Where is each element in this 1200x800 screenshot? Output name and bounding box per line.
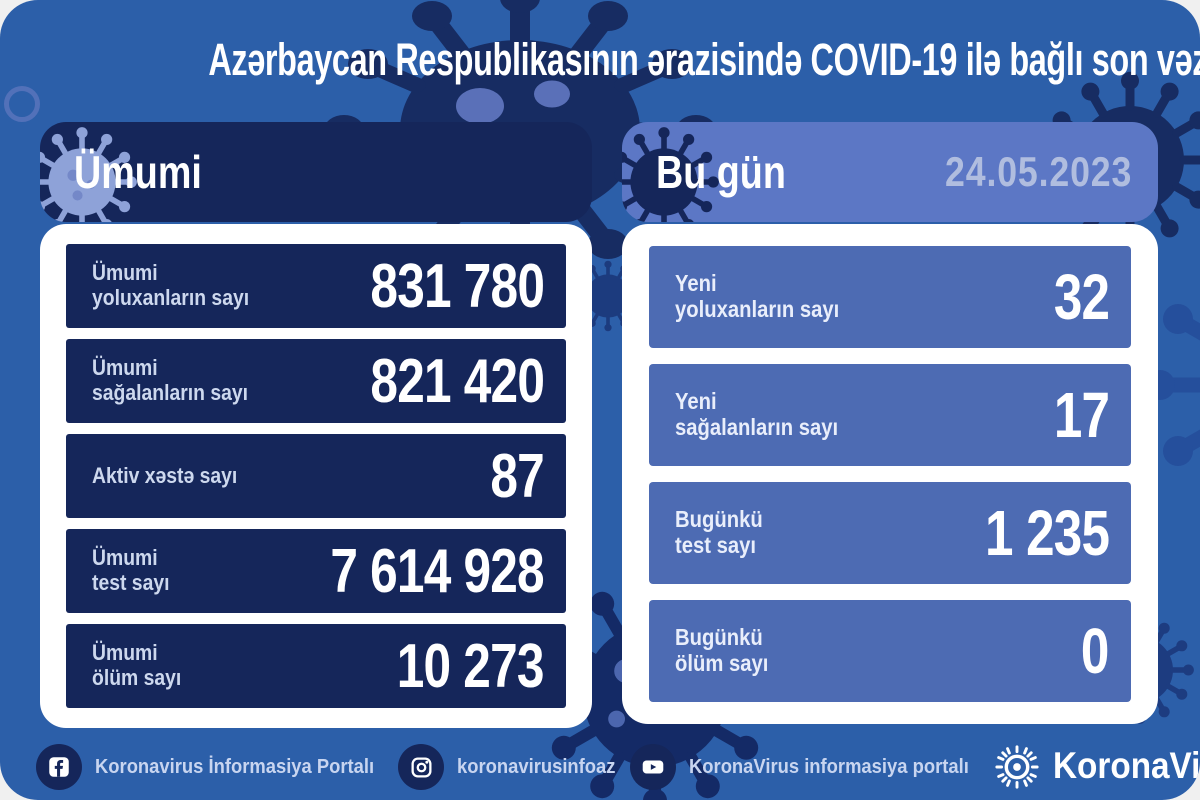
circle-decoration	[4, 86, 40, 122]
totals-panel-body: Ümumi yoluxanların sayı 831 780 Ümumi sağa…	[40, 224, 592, 728]
virus-icon	[40, 126, 138, 222]
today-panel-title: Bu gün	[656, 146, 786, 198]
stat-label: Bugünkü ölüm sayı	[675, 624, 769, 676]
youtube-label: KoronaVirus informasiya portalı	[688, 755, 969, 778]
stat-value: 0	[1081, 615, 1109, 687]
totals-panel: Ümumi Ümumi yoluxanların sayı 831 780 Ümu…	[40, 122, 592, 728]
page-title: Azərbaycan Respublikasının ərazisində CO…	[0, 34, 1200, 86]
report-date: 24.05.2023	[944, 148, 1132, 195]
social-link-youtube[interactable]: KoronaVirus informasiya portalı	[629, 744, 993, 790]
stat-row-total-infected: Ümumi yoluxanların sayı 831 780	[66, 244, 566, 328]
footer: Koronavirus İnformasiya Portalı koronavi…	[0, 734, 1200, 800]
koronavirus-logo: KoronaVirus info	[993, 743, 1200, 791]
today-panel: Bu gün 24.05.2023 Yeni yoluxanların sayı …	[622, 122, 1158, 724]
stat-row-new-recovered: Yeni sağalanların sayı 17	[649, 364, 1131, 466]
stat-row-today-tests: Bugünkü test sayı 1 235	[649, 482, 1131, 584]
facebook-icon	[36, 744, 82, 790]
virus-sun-icon	[995, 745, 1039, 789]
instagram-label: koronavirusinfoaz	[457, 755, 616, 778]
stat-value: 10 273	[397, 631, 545, 701]
stat-value: 831 780	[370, 251, 545, 321]
stat-value: 821 420	[370, 346, 545, 416]
stat-row-active-cases: Aktiv xəstə sayı 87	[66, 434, 566, 518]
stat-label: Ümumi ölüm sayı	[92, 640, 182, 690]
stat-value: 7 614 928	[330, 536, 545, 606]
page-title-text: Azərbaycan Respublikasının ərazisində CO…	[208, 34, 1200, 85]
stat-label: Yeni yoluxanların sayı	[675, 270, 840, 322]
instagram-icon	[398, 744, 445, 790]
stat-value: 17	[1053, 379, 1110, 451]
today-panel-body: Yeni yoluxanların sayı 32 Yeni sağalanları…	[622, 224, 1158, 724]
totals-panel-title: Ümumi	[74, 146, 202, 198]
stat-label: Bugünkü test sayı	[675, 506, 763, 558]
today-panel-header: Bu gün 24.05.2023	[622, 122, 1158, 222]
stat-label: Aktiv xəstə sayı	[92, 462, 238, 488]
stat-value: 32	[1053, 261, 1110, 333]
social-link-facebook[interactable]: Koronavirus İnformasiya Portalı	[36, 744, 398, 790]
stat-label: Ümumi sağalanların sayı	[92, 355, 249, 405]
stat-row-today-deaths: Bugünkü ölüm sayı 0	[649, 600, 1131, 702]
stat-row-total-tests: Ümumi test sayı 7 614 928	[66, 529, 566, 613]
stat-row-total-deaths: Ümumi ölüm sayı 10 273	[66, 624, 566, 708]
stat-label: Yeni sağalanların sayı	[675, 388, 839, 440]
stat-label: Ümumi yoluxanların sayı	[92, 260, 250, 310]
youtube-icon	[629, 744, 676, 790]
logo-text: KoronaVirus	[1052, 745, 1200, 786]
stat-row-total-recovered: Ümumi sağalanların sayı 821 420	[66, 339, 566, 423]
stat-row-new-infected: Yeni yoluxanların sayı 32	[649, 246, 1131, 348]
stat-value: 87	[490, 441, 544, 511]
stat-label: Ümumi test sayı	[92, 545, 170, 595]
totals-panel-header: Ümumi	[40, 122, 592, 222]
facebook-label: Koronavirus İnformasiya Portalı	[95, 755, 375, 778]
social-link-instagram[interactable]: koronavirusinfoaz	[398, 744, 629, 790]
stat-value: 1 235	[984, 497, 1110, 569]
